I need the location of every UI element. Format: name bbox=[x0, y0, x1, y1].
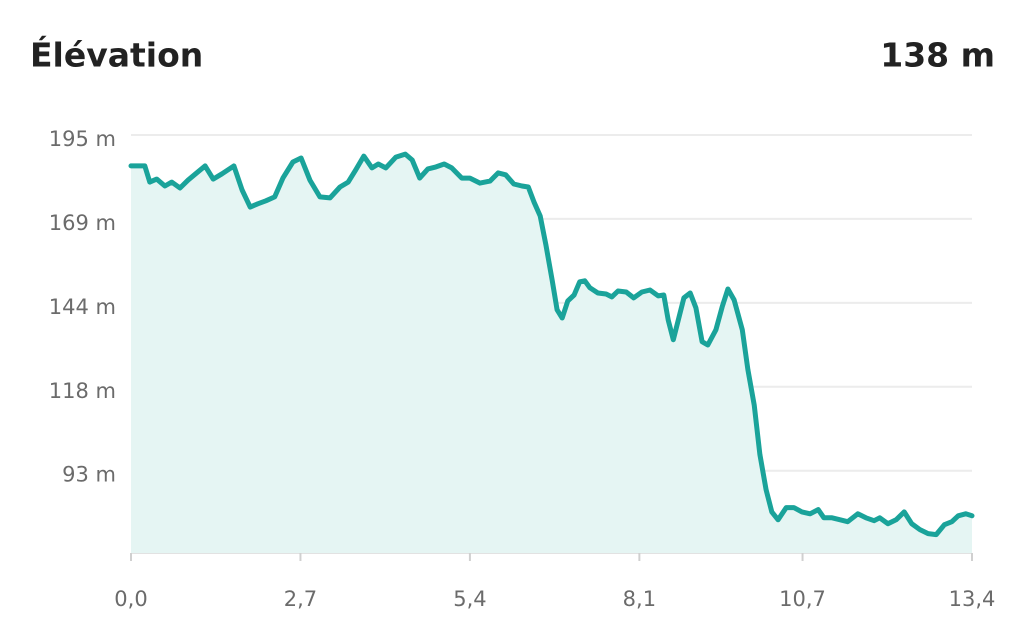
chart-title: Élévation bbox=[30, 35, 203, 75]
x-tick-label: 2,7 bbox=[284, 587, 317, 611]
elevation-line bbox=[128, 151, 975, 538]
x-tick-label: 5,4 bbox=[453, 587, 486, 611]
y-tick-label: 118 m bbox=[49, 379, 116, 403]
y-tick-label: 169 m bbox=[49, 211, 116, 235]
current-elevation: 138 m bbox=[880, 36, 995, 75]
x-tick-label: 10,7 bbox=[779, 587, 826, 611]
y-tick-label: 195 m bbox=[49, 127, 116, 151]
area-fill bbox=[131, 154, 972, 553]
y-tick-label: 93 m bbox=[62, 463, 116, 487]
x-tick-label: 8,1 bbox=[623, 587, 656, 611]
x-tick-label: 0,0 bbox=[114, 587, 147, 611]
y-tick-label: 144 m bbox=[49, 295, 116, 319]
x-tick-label: 13,4 bbox=[949, 587, 996, 611]
